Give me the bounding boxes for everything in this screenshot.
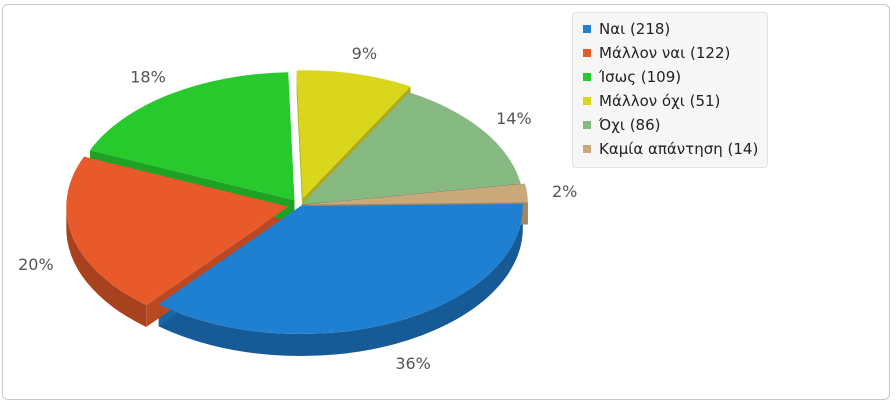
legend-swatch [583, 73, 591, 81]
pie-percent-label: 36% [395, 354, 431, 373]
pie-percent-label: 18% [130, 68, 166, 87]
pie-slice-wall [158, 206, 523, 357]
legend-item: Καμία απάντηση (14) [583, 137, 759, 161]
pie-slice [158, 203, 523, 335]
legend-item: Ίσως (109) [583, 65, 759, 89]
legend-label: Μάλλον ναι (122) [599, 44, 731, 62]
pie-slice [296, 70, 411, 199]
legend-label: Ναι (218) [599, 20, 671, 38]
legend-label: Ίσως (109) [599, 68, 682, 86]
pie-slice [66, 156, 289, 305]
pie-percent-label: 9% [352, 44, 377, 63]
legend-swatch [583, 121, 591, 129]
pie-percent-label: 2% [552, 182, 577, 201]
legend-swatch [583, 145, 591, 153]
legend-label: Μάλλον όχι (51) [599, 92, 721, 110]
pie-slice-cut-face [296, 70, 303, 221]
legend-swatch [583, 49, 591, 57]
legend-item: Όχι (86) [583, 113, 759, 137]
pie-percent-label: 14% [496, 109, 532, 128]
legend-item: Μάλλον ναι (122) [583, 41, 759, 65]
legend-item: Ναι (218) [583, 17, 759, 41]
pie-tops [66, 70, 528, 335]
pie-slice-wall [66, 206, 147, 327]
pie-slice [90, 72, 295, 201]
pie-percent-labels: 36% 20% 18% 9% 14% 2% [18, 44, 577, 373]
legend-label: Όχι (86) [599, 116, 661, 134]
legend-swatch [583, 97, 591, 105]
legend-item: Μάλλον όχι (51) [583, 89, 759, 113]
pie-slice [301, 92, 521, 205]
pie-slice [305, 183, 528, 205]
legend-label: Καμία απάντηση (14) [599, 140, 759, 158]
legend-swatch [583, 25, 591, 33]
pie-percent-label: 20% [18, 255, 54, 274]
chart-legend: Ναι (218) Μάλλον ναι (122) Ίσως (109) Μά… [572, 12, 768, 168]
